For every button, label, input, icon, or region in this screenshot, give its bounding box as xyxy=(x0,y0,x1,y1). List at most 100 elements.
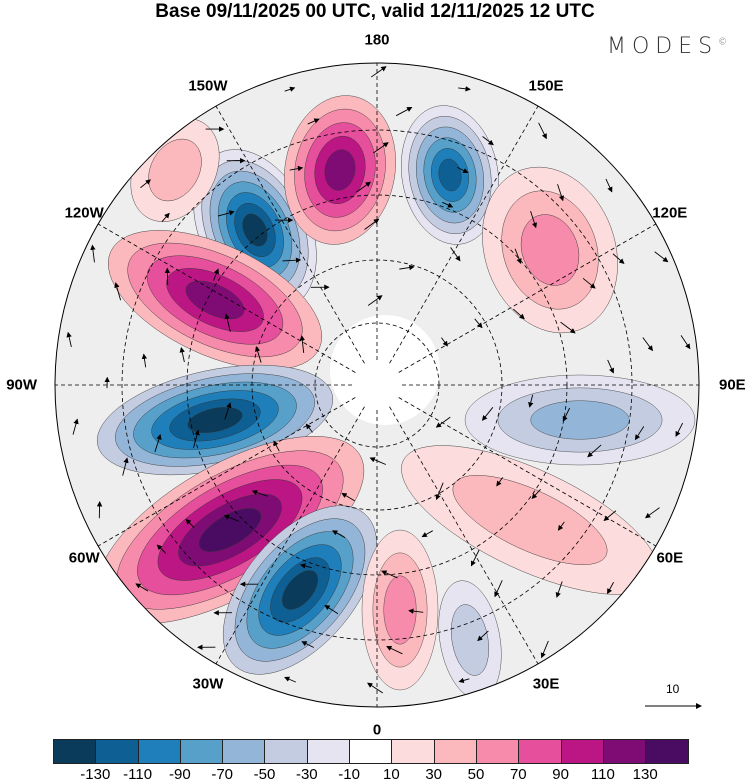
wind-vector xyxy=(603,510,617,522)
wind-vector xyxy=(458,86,471,92)
longitude-label: 150W xyxy=(188,77,228,95)
contour-fill xyxy=(282,570,318,610)
wind-vector xyxy=(141,353,148,368)
wind-vector xyxy=(282,257,302,263)
anomaly-region xyxy=(464,374,696,466)
wind-vector xyxy=(557,184,564,202)
wind-vector xyxy=(305,423,313,433)
map-title: Base 09/11/2025 00 UTC, valid 12/11/2025… xyxy=(155,1,595,22)
contour-fill xyxy=(242,213,268,247)
colorbar-label: -10 xyxy=(338,766,360,783)
longitude-label: 90W xyxy=(6,376,38,394)
colorbar-label: 10 xyxy=(383,766,400,783)
wind-vector xyxy=(494,580,503,598)
colorbar xyxy=(53,739,690,764)
contour-fill xyxy=(530,400,630,440)
colorbar-swatch xyxy=(96,740,139,763)
colorbar-swatch xyxy=(350,740,393,763)
colorbar-label: 90 xyxy=(552,766,569,783)
logo-text: MODES xyxy=(607,34,719,59)
colorbar-label: -50 xyxy=(253,766,276,783)
wind-vector xyxy=(680,335,691,350)
wind-vector xyxy=(607,582,614,595)
anomaly-region xyxy=(96,364,334,476)
wind-vector xyxy=(289,165,304,172)
wind-vector xyxy=(512,308,525,320)
wind-vector xyxy=(605,178,613,193)
longitude-label: 30E xyxy=(532,675,560,693)
colorbar-label: 130 xyxy=(632,766,658,783)
longitude-label: 120E xyxy=(652,204,688,221)
logo-mark: © xyxy=(718,37,728,48)
anomaly-region xyxy=(400,105,500,245)
colorbar-swatch xyxy=(265,740,308,763)
colorbar-swatch xyxy=(646,740,689,763)
contour-fill xyxy=(185,280,245,320)
wind-vector xyxy=(560,321,576,334)
colorbar-swatch xyxy=(603,740,647,763)
wind-vector xyxy=(135,583,149,592)
colorbar-label: -90 xyxy=(169,766,191,783)
map-boundary xyxy=(54,62,700,708)
wind-vector xyxy=(644,507,660,519)
anomaly-region xyxy=(222,505,378,675)
longitude-label: 120W xyxy=(64,204,104,221)
wind-vector xyxy=(369,457,387,465)
wind-vector xyxy=(307,118,320,125)
wind-vector xyxy=(193,429,200,448)
contour-fill xyxy=(148,138,202,202)
wind-vector xyxy=(332,530,346,539)
colorbar-swatch xyxy=(180,740,224,763)
wind-vector xyxy=(481,407,494,421)
wind-vector xyxy=(435,416,451,428)
wind-vector xyxy=(675,422,684,437)
wind-vector xyxy=(217,210,235,217)
colorbar-label: -30 xyxy=(295,766,318,783)
wind-vector xyxy=(299,335,305,353)
wind-vector xyxy=(441,337,448,347)
anomaly-region xyxy=(482,166,618,334)
wind-vector xyxy=(607,359,615,374)
wind-vector xyxy=(341,492,355,502)
wind-vector xyxy=(442,201,454,208)
longitude-label: 90E xyxy=(718,376,746,394)
contour-fill xyxy=(438,158,462,192)
wind-vector xyxy=(300,563,312,569)
wind-vector xyxy=(185,518,195,529)
wind-vector xyxy=(284,86,296,92)
wind-vector xyxy=(90,244,96,263)
wind-vector xyxy=(654,251,669,263)
longitude-label: 180 xyxy=(364,31,390,49)
wind-vector xyxy=(421,530,433,538)
longitude-label: 30W xyxy=(192,675,224,693)
wind-vector xyxy=(154,434,162,453)
wind-vector xyxy=(395,106,413,117)
longitude-label: 60E xyxy=(656,549,684,566)
meridian-line xyxy=(389,99,543,364)
wind-vector xyxy=(179,346,185,363)
wind-vector xyxy=(161,212,170,222)
wind-vector xyxy=(370,66,387,78)
colorbar-label: -130 xyxy=(80,766,111,783)
polar-cap xyxy=(330,315,440,425)
wind-vector xyxy=(72,418,79,435)
wind-vector xyxy=(435,482,444,501)
colorbar-swatch xyxy=(392,740,435,763)
contour-fill xyxy=(198,508,262,552)
wind-vector xyxy=(364,218,380,230)
contour-fill xyxy=(520,214,580,286)
wind-vector xyxy=(482,136,494,146)
contour-fill xyxy=(383,575,417,645)
meridian-line xyxy=(389,406,543,671)
wind-vector xyxy=(114,282,122,301)
wind-vector xyxy=(457,166,469,174)
wind-vector xyxy=(470,549,480,567)
wind-vector xyxy=(634,426,645,441)
anomaly-region xyxy=(438,580,502,700)
wind-vector xyxy=(555,581,563,598)
contour-fill xyxy=(324,149,356,191)
colorbar-label: 50 xyxy=(467,766,485,783)
wind-vector xyxy=(612,253,625,264)
wind-vector xyxy=(373,142,389,154)
